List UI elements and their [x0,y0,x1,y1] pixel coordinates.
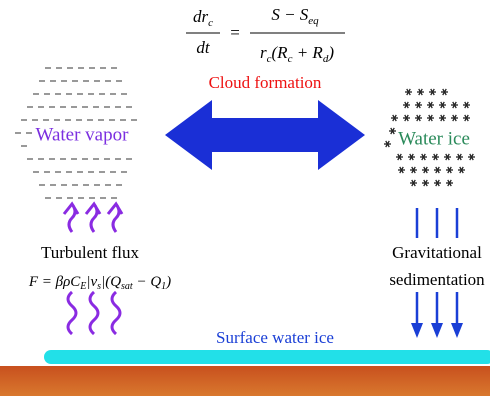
formula-part: ) [165,274,171,290]
equation: drc dt = S − Seq rc(Rc + Rd) [186,5,345,65]
eq-part: eq [308,15,319,27]
water-ice-label: Water ice [398,128,470,149]
sedimentation-label: sedimentation [389,270,485,289]
surface-ice [44,350,490,364]
eq-part: dr [193,7,209,26]
flux-formula: F = βρCE|vs|(Qsat − Q1) [28,274,171,292]
formula-part: E [79,281,86,292]
eq-lhs-den: dt [196,38,211,57]
gravitational-label: Gravitational [392,243,482,262]
eq-part: + R [292,43,323,62]
eq-part: c [208,17,213,29]
formula-part: sat [121,281,133,292]
eq-lhs-num: drc [193,7,213,29]
eq-part: S − S [271,5,308,24]
formula-part: F = βρC [28,274,81,290]
formula-part: − Q [133,274,162,290]
turbulent-flux-label: Turbulent flux [41,243,140,262]
eq-rhs-den: rc(Rc + Rd) [260,43,334,65]
eq-part: ) [327,43,334,62]
eq-rhs-num: S − Seq [271,5,319,27]
diagram: drc dt = S − Seq rc(Rc + Rd) Cloud forma… [0,0,490,396]
double-arrow [165,100,365,170]
surface-ice-label: Surface water ice [216,328,334,347]
up-arrows [64,204,122,334]
formula-part: |v [86,274,97,290]
ground [0,366,490,396]
eq-part: (R [272,43,289,62]
formula-part: |(Q [101,274,121,290]
eq-equals: = [230,23,240,42]
water-vapor-label: Water vapor [36,124,130,145]
cloud-formation-label: Cloud formation [209,73,322,92]
